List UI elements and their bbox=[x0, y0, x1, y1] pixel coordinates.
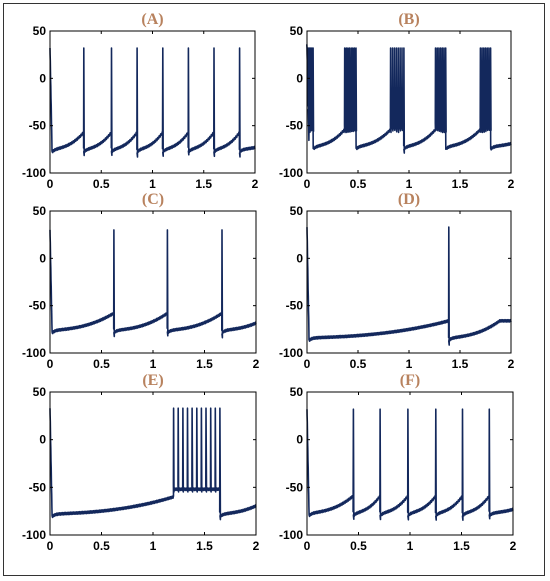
panel-title: (B) bbox=[398, 11, 419, 28]
panel-b: (B) 0 0.5 1 1.5 2 50 0 -50 -100 bbox=[279, 11, 515, 191]
panel-c: (C) 0 0.5 1 1.5 2 50 0 -50 -100 bbox=[22, 191, 260, 371]
y-tick-label: 0 bbox=[296, 71, 303, 85]
y-tick-label: -50 bbox=[29, 480, 47, 494]
x-tick-label: 2 bbox=[252, 177, 259, 191]
x-tick-label: 0 bbox=[47, 539, 54, 553]
y-tick-label: -100 bbox=[22, 346, 46, 360]
y-tick-label: 50 bbox=[290, 204, 304, 218]
x-tick-label: 1.5 bbox=[452, 177, 469, 191]
y-tick-label: -50 bbox=[286, 480, 304, 494]
y-tick-label: -50 bbox=[286, 119, 304, 133]
panel-title: (E) bbox=[142, 372, 163, 389]
y-tick-label: -50 bbox=[29, 299, 47, 313]
x-tick-label: 0.5 bbox=[350, 539, 367, 553]
voltage-trace bbox=[49, 47, 256, 158]
x-tick-label: 0 bbox=[304, 177, 311, 191]
voltage-trace bbox=[306, 226, 512, 346]
voltage-trace bbox=[49, 407, 257, 521]
x-tick-label: 1 bbox=[150, 357, 157, 371]
y-tick-label: 0 bbox=[296, 251, 303, 265]
y-tick-label: 50 bbox=[33, 204, 47, 218]
x-tick-label: 2 bbox=[253, 357, 260, 371]
x-tick-label: 0.5 bbox=[93, 539, 110, 553]
y-tick-label: -100 bbox=[279, 346, 303, 360]
y-tick-label: 50 bbox=[290, 385, 304, 399]
x-tick-label: 1 bbox=[406, 357, 413, 371]
panel-title: (D) bbox=[398, 191, 420, 208]
x-tick-label: 0.5 bbox=[350, 357, 367, 371]
x-tick-label: 0 bbox=[47, 357, 54, 371]
panel-title: (F) bbox=[400, 372, 420, 389]
y-tick-label: 0 bbox=[39, 71, 46, 85]
y-tick-label: 0 bbox=[39, 251, 46, 265]
x-tick-label: 2 bbox=[508, 357, 515, 371]
y-tick-label: -100 bbox=[279, 166, 303, 180]
panel-d: (D) 0 0.5 1 1.5 2 50 0 -50 -100 bbox=[279, 191, 515, 371]
x-tick-label: 1.5 bbox=[196, 539, 213, 553]
x-tick-label: 1 bbox=[150, 539, 157, 553]
y-tick-label: -50 bbox=[29, 119, 47, 133]
figure-frame bbox=[3, 3, 545, 576]
x-tick-label: 0 bbox=[47, 177, 54, 191]
y-tick-label: -100 bbox=[279, 528, 303, 542]
x-tick-label: 1.5 bbox=[452, 357, 469, 371]
x-tick-label: 1.5 bbox=[453, 539, 470, 553]
x-tick-label: 1.5 bbox=[195, 177, 212, 191]
y-tick-label: 0 bbox=[296, 433, 303, 447]
voltage-trace bbox=[306, 408, 514, 522]
x-tick-label: 2 bbox=[508, 177, 515, 191]
x-tick-label: 2 bbox=[510, 539, 517, 553]
x-tick-label: 0 bbox=[304, 539, 311, 553]
x-tick-label: 2 bbox=[253, 539, 260, 553]
y-tick-label: -50 bbox=[286, 299, 304, 313]
y-tick-label: 50 bbox=[33, 385, 47, 399]
x-tick-label: 1 bbox=[149, 177, 156, 191]
axes-box bbox=[49, 30, 256, 174]
y-tick-label: -100 bbox=[22, 166, 46, 180]
panel-title: (C) bbox=[142, 191, 164, 208]
x-tick-label: 0.5 bbox=[350, 177, 367, 191]
voltage-trace bbox=[306, 44, 512, 154]
panel-title: (A) bbox=[141, 11, 163, 28]
panel-a: (A) 0 0.5 1 1.5 2 50 0 -50 -100 bbox=[22, 11, 259, 191]
y-tick-label: 50 bbox=[290, 24, 304, 38]
voltage-trace bbox=[49, 229, 257, 339]
x-tick-label: 0.5 bbox=[93, 177, 110, 191]
panel-f: (F) 0 0.5 1 1.5 2 50 0 -50 -100 bbox=[279, 372, 517, 553]
x-tick-label: 1 bbox=[407, 539, 414, 553]
x-tick-label: 1.5 bbox=[196, 357, 213, 371]
panel-e: (E) 0 0.5 1 1.5 2 50 0 -50 -100 bbox=[22, 372, 260, 553]
y-tick-label: 0 bbox=[39, 433, 46, 447]
y-tick-label: -100 bbox=[22, 528, 46, 542]
x-tick-label: 1 bbox=[406, 177, 413, 191]
x-tick-label: 0 bbox=[304, 357, 311, 371]
y-tick-label: 50 bbox=[33, 24, 47, 38]
x-tick-label: 0.5 bbox=[93, 357, 110, 371]
